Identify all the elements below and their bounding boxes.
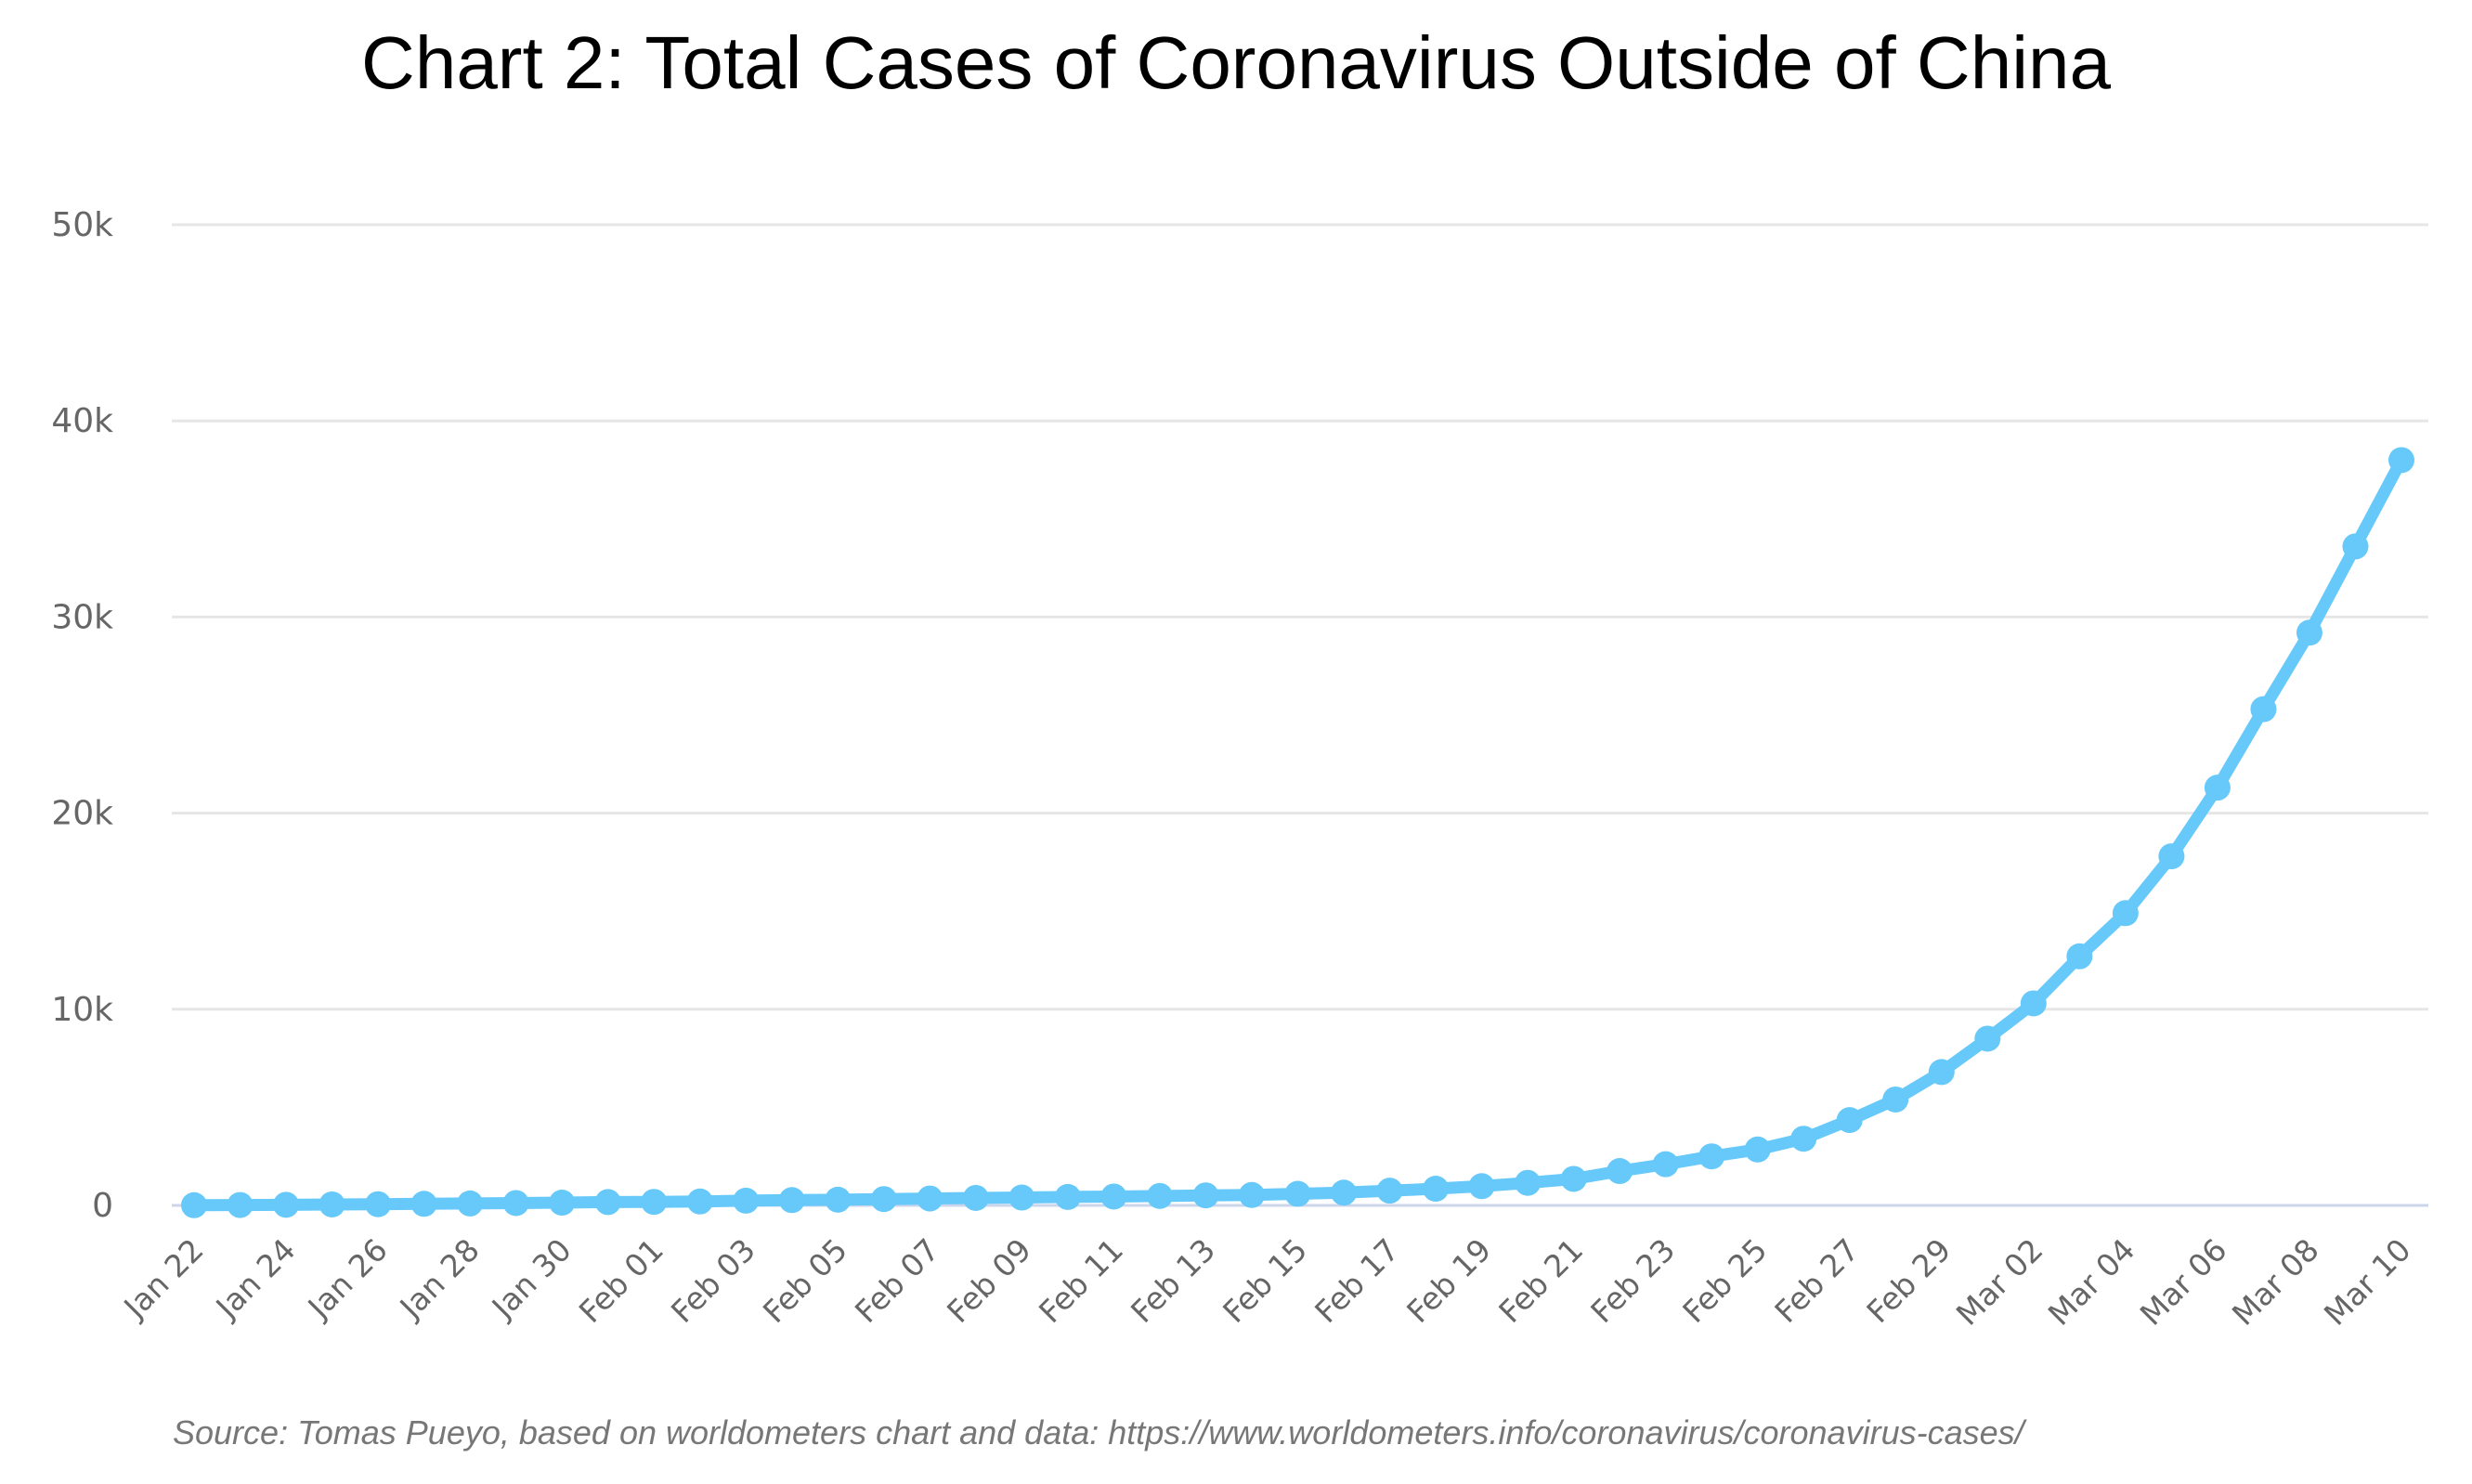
data-point: [1423, 1176, 1450, 1203]
x-tick-label: Feb 25: [1675, 1231, 1774, 1330]
x-tick-label: Feb 11: [1032, 1231, 1130, 1330]
data-point: [1744, 1136, 1771, 1163]
x-tick-label: Feb 09: [940, 1231, 1038, 1330]
data-point: [2342, 533, 2369, 560]
data-point: [870, 1186, 897, 1213]
x-tick-label: Mar 06: [2133, 1231, 2234, 1333]
data-point: [2204, 775, 2231, 801]
data-point: [273, 1191, 300, 1218]
y-tick-label: 30k: [51, 598, 113, 636]
x-tick-label: Feb 15: [1216, 1231, 1314, 1330]
data-point: [1882, 1086, 1909, 1113]
series-line: [188, 453, 2408, 1212]
data-point: [1054, 1183, 1081, 1210]
x-tick-label: Feb 03: [664, 1231, 762, 1330]
x-tick-label: Jan 26: [300, 1231, 395, 1326]
x-tick-label: Feb 07: [848, 1231, 946, 1330]
data-point: [1698, 1143, 1725, 1170]
y-tick-label: 50k: [51, 206, 113, 244]
y-tick-label: 0: [92, 1187, 113, 1225]
x-tick-label: Mar 04: [2041, 1231, 2142, 1333]
data-point: [1560, 1165, 1587, 1192]
x-tick-label: Mar 08: [2225, 1231, 2326, 1333]
data-point: [1468, 1173, 1495, 1200]
x-tick-label: Feb 21: [1491, 1231, 1590, 1330]
data-point: [1284, 1180, 1311, 1207]
x-tick-label: Jan 30: [484, 1231, 579, 1326]
data-point: [1238, 1181, 1265, 1208]
data-point: [319, 1191, 345, 1217]
data-point: [1192, 1182, 1219, 1209]
data-point: [1100, 1183, 1127, 1210]
x-tick-label: Jan 24: [208, 1231, 303, 1326]
data-point: [365, 1191, 392, 1217]
data-point: [1515, 1169, 1542, 1196]
data-point: [2112, 900, 2139, 927]
data-point: [594, 1189, 621, 1216]
y-tick-label: 20k: [51, 795, 113, 833]
data-point: [410, 1191, 437, 1217]
data-point: [2066, 943, 2093, 970]
data-point: [1974, 1025, 2001, 1052]
x-tick-label: Feb 19: [1399, 1231, 1498, 1330]
data-point: [457, 1190, 484, 1217]
source-note: Source: Tomas Pueyo, based on worldomete…: [173, 1413, 2024, 1451]
data-point: [2296, 619, 2322, 646]
data-point: [778, 1187, 805, 1214]
data-point: [641, 1189, 668, 1216]
data-point: [917, 1185, 943, 1212]
data-point: [2388, 447, 2414, 474]
data-point: [962, 1184, 989, 1211]
data-point: [1146, 1182, 1173, 1209]
x-tick-label: Jan 22: [116, 1231, 211, 1326]
x-tick-label: Mar 02: [1949, 1231, 2050, 1333]
data-point: [502, 1190, 529, 1217]
x-tick-label: Feb 13: [1124, 1231, 1222, 1330]
data-point: [1008, 1184, 1035, 1211]
y-tick-label: 10k: [51, 991, 113, 1029]
data-point: [1836, 1107, 1863, 1134]
data-point: [825, 1186, 852, 1213]
data-point: [2158, 843, 2185, 870]
data-point: [1331, 1179, 1358, 1206]
x-tick-label: Feb 01: [572, 1231, 670, 1330]
data-point: [181, 1191, 207, 1218]
y-tick-label: 40k: [51, 402, 113, 440]
data-point: [1376, 1178, 1403, 1204]
x-tick-label: Feb 27: [1767, 1231, 1866, 1330]
data-point: [1928, 1059, 1955, 1086]
data-point: [733, 1187, 760, 1214]
chart-title: Chart 2: Total Cases of Coronavirus Outs…: [361, 21, 2111, 104]
data-point: [227, 1191, 254, 1218]
data-point: [2250, 696, 2277, 722]
data-point: [1652, 1151, 1679, 1178]
x-tick-label: Feb 29: [1859, 1231, 1958, 1330]
x-tick-label: Jan 28: [392, 1231, 487, 1326]
x-tick-label: Feb 05: [756, 1231, 854, 1330]
data-point: [1607, 1158, 1633, 1185]
data-point: [1790, 1126, 1817, 1152]
x-tick-label: Feb 17: [1308, 1231, 1406, 1330]
data-point: [549, 1190, 576, 1217]
x-tick-label: Mar 10: [2317, 1231, 2418, 1333]
x-tick-label: Feb 23: [1583, 1231, 1682, 1330]
data-point: [2020, 990, 2047, 1017]
data-point: [686, 1188, 713, 1215]
